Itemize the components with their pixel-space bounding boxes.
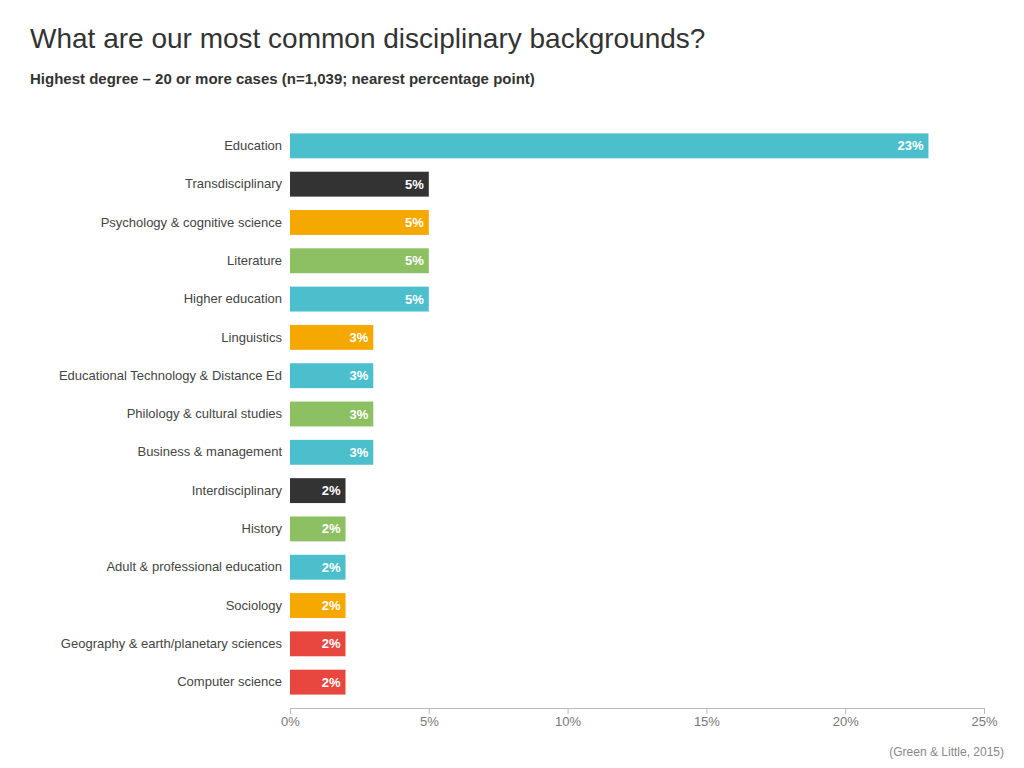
y-tick: Education [224,138,282,153]
bar [290,593,346,618]
x-tick: 10% [555,708,581,729]
y-tick: History [242,521,283,536]
y-tick-label: Business & management [137,444,282,459]
x-tick: 0% [281,708,300,729]
data-label: 23% [897,138,923,153]
data-label: 5% [405,292,424,307]
y-tick: Interdisciplinary [192,483,283,498]
y-tick: Psychology & cognitive science [101,215,282,230]
x-tick-mark [568,708,569,714]
chart: What are our most common disciplinary ba… [0,0,1024,768]
y-tick: Transdisciplinary [185,176,283,191]
y-tick-label: Higher education [184,291,282,306]
x-tick: 5% [420,708,439,729]
data-label: 3% [349,330,368,345]
x-tick-label: 0% [281,714,300,729]
y-tick: Educational Technology & Distance Ed [59,368,282,383]
bar [290,172,429,197]
y-tick-label: Educational Technology & Distance Ed [59,368,282,383]
x-tick-mark [984,708,985,714]
y-tick: Computer science [177,674,282,689]
bar [290,516,346,541]
y-tick: Geography & earth/planetary sciences [61,636,283,651]
bar [290,478,346,503]
x-tick-mark [290,708,291,714]
y-tick-label: Psychology & cognitive science [101,215,282,230]
y-tick-label: Interdisciplinary [192,483,283,498]
caption: (Green & Little, 2015) [889,745,1004,759]
data-label: 5% [405,253,424,268]
y-tick: Sociology [226,598,283,613]
x-tick-label: 25% [971,714,997,729]
x-tick-mark [429,708,430,714]
data-label: 2% [322,598,341,613]
x-tick-label: 10% [555,714,581,729]
bar [290,287,429,312]
y-tick-label: Education [224,138,282,153]
data-label: 5% [405,215,424,230]
y-tick: Higher education [184,291,282,306]
bar [290,133,928,158]
data-label: 5% [405,177,424,192]
x-axis-line [291,709,985,715]
bar [290,363,373,388]
bar [290,248,429,273]
data-label: 2% [322,636,341,651]
bar [290,402,373,427]
y-tick-label: Philology & cultural studies [127,406,283,421]
y-tick-label: Linguistics [221,330,282,345]
data-label: 2% [322,675,341,690]
y-tick: Philology & cultural studies [127,406,283,421]
y-tick: Literature [227,253,282,268]
bar [290,631,346,656]
y-tick-label: History [242,521,283,536]
x-tick-label: 5% [420,714,439,729]
bars [290,133,928,694]
y-tick: Business & management [137,444,282,459]
x-tick-mark [706,708,707,714]
data-label: 3% [349,368,368,383]
y-tick-label: Geography & earth/planetary sciences [61,636,283,651]
title: What are our most common disciplinary ba… [30,23,705,54]
x-tick: 15% [694,708,720,729]
plot: 23% 5% 5% 5% 5% 3% 3% 3% 3% 2% 2% 2% 2% 2% 2% 0% 5% 10% 15… [59,133,998,729]
y-tick: Adult & professional education [106,559,282,574]
data-label: 3% [349,407,368,422]
bar [290,670,346,695]
x-axis: 0% 5% 10% 15% 20% 25% [281,708,998,729]
y-tick-label: Literature [227,253,282,268]
data-label: 3% [349,445,368,460]
y-tick-label: Computer science [177,674,282,689]
x-tick-label: 15% [694,714,720,729]
x-tick: 20% [833,708,859,729]
x-tick-label: 20% [833,714,859,729]
y-axis: Education Transdisciplinary Psychology & c… [59,138,283,689]
subtitle: Highest degree – 20 or more cases (n=1,0… [30,70,535,87]
data-label: 2% [322,483,341,498]
y-tick-label: Adult & professional education [106,559,282,574]
bar [290,325,373,350]
y-tick-label: Sociology [226,598,283,613]
bar [290,555,346,580]
bar [290,440,373,465]
data-labels: 23% 5% 5% 5% 5% 3% 3% 3% 3% 2% 2% 2% 2% 2% 2% [322,138,924,689]
y-tick-label: Transdisciplinary [185,176,283,191]
bar [290,210,429,235]
data-label: 2% [322,560,341,575]
x-tick-mark [845,708,846,714]
y-tick: Linguistics [221,330,282,345]
x-tick: 25% [971,708,997,729]
data-label: 2% [322,521,341,536]
